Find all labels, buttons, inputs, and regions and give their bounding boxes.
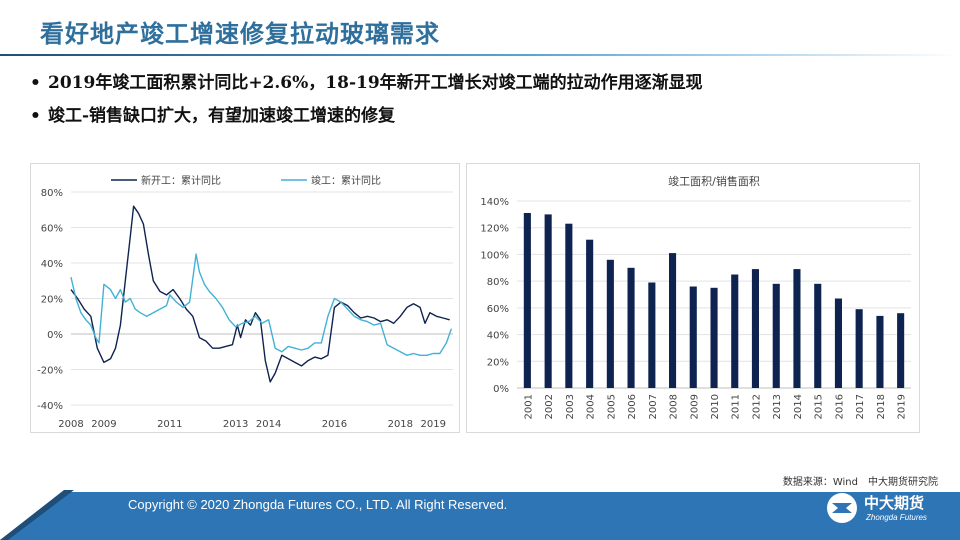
bar [689, 286, 697, 388]
y-tick-label: 80% [487, 277, 509, 288]
series-line [70, 205, 450, 383]
bar [731, 274, 739, 388]
bar-chart-panel: 竣工面积/销售面积 0% 20% 40% 60% 80% 100% 120% 140% 2001 2… [466, 163, 920, 433]
chart-title: 竣工面积/销售面积 [668, 174, 760, 188]
page-title: 看好地产竣工增速修复拉动玻璃需求 [40, 19, 440, 48]
company-logo-icon [827, 493, 857, 523]
logo-mark [832, 503, 852, 513]
x-tick-label: 2013 [223, 419, 248, 430]
bar [855, 309, 863, 388]
footer-banner [0, 492, 960, 540]
x-tick-label: 2004 [586, 394, 597, 419]
bar [834, 298, 842, 388]
x-tick-label: 2014 [256, 419, 281, 430]
x-tick-label: 2016 [322, 419, 347, 430]
y-tick-label: 0% [493, 384, 509, 395]
bar [544, 214, 552, 388]
bar [669, 253, 677, 388]
logo-text-en: Zhongda Futures [866, 513, 927, 522]
y-tick-label: -20% [37, 366, 63, 377]
line-chart-panel: -40% -20% 0% 20% 40% 60% 80% 2008 2009 2011 2013 20… [30, 163, 460, 433]
footer-band [0, 490, 960, 540]
x-tick-label: 2015 [814, 394, 825, 419]
x-tick-label: 2017 [855, 394, 866, 419]
bullet-item: • 竣工-销售缺口扩大，有望加速竣工增速的修复 [30, 103, 703, 136]
bar [565, 223, 573, 388]
bar [523, 213, 531, 388]
x-tick-label: 2009 [689, 394, 700, 419]
x-tick-label: 2014 [793, 394, 804, 419]
y-tick-label: 60% [41, 224, 63, 235]
x-tick-label: 2009 [91, 419, 116, 430]
bar [606, 259, 614, 388]
x-tick-label: 2018 [388, 419, 413, 430]
title-divider [0, 54, 960, 56]
x-tick-label: 2010 [710, 394, 721, 419]
bar [814, 283, 822, 388]
bullet-dot: • [30, 73, 41, 93]
x-tick-label: 2003 [565, 394, 576, 419]
x-tick-label: 2007 [648, 394, 659, 419]
bullet-text: 竣工-销售缺口扩大，有望加速竣工增速的修复 [48, 106, 396, 126]
bar-chart: 竣工面积/销售面积 0% 20% 40% 60% 80% 100% 120% 140% 2001 2… [480, 174, 911, 419]
y-tick-label: 40% [41, 259, 63, 270]
x-tick-label: 2018 [876, 394, 887, 419]
x-tick-label: 2011 [731, 394, 742, 419]
x-tick-label: 2013 [772, 394, 783, 419]
bar [793, 269, 801, 388]
bar [648, 282, 656, 388]
x-tick-label: 2005 [606, 394, 617, 419]
legend-label: 新开工：累计同比 [141, 174, 221, 187]
y-tick-label: 40% [487, 331, 509, 342]
y-tick-label: -40% [37, 401, 63, 412]
bar [710, 287, 718, 388]
y-tick-label: 20% [41, 295, 63, 306]
y-tick-label: 60% [487, 304, 509, 315]
bullet-text: 2019年竣工面积累计同比+2.6%，18-19年新开工增长对竣工端的拉动作用逐… [48, 73, 703, 93]
bar [772, 283, 780, 388]
bullet-item: • 2019年竣工面积累计同比+2.6%，18-19年新开工增长对竣工端的拉动作用… [30, 70, 703, 103]
bar [751, 269, 759, 388]
y-tick-label: 20% [487, 357, 509, 368]
bar [876, 315, 884, 388]
x-tick-label: 2001 [523, 394, 534, 419]
x-tick-label: 2011 [157, 419, 182, 430]
y-tick-label: 0% [47, 330, 63, 341]
line-chart: -40% -20% 0% 20% 40% 60% 80% 2008 2009 2011 2013 20… [37, 174, 453, 430]
logo-text-cn: 中大期货 [864, 494, 925, 512]
bar [586, 239, 594, 388]
y-tick-label: 100% [480, 250, 509, 261]
data-source-note: 数据来源：Wind 中大期货研究院 [782, 477, 938, 488]
y-tick-label: 80% [41, 188, 63, 199]
bar [897, 313, 905, 388]
series-line [70, 253, 453, 356]
x-tick-label: 2008 [58, 419, 83, 430]
bullet-dot: • [30, 106, 41, 126]
x-tick-label: 2002 [544, 394, 555, 419]
footer-copyright: Copyright © 2020 Zhongda Futures CO., LT… [128, 497, 508, 512]
x-tick-label: 2019 [421, 419, 446, 430]
legend-label: 竣工：累计同比 [311, 174, 381, 187]
x-tick-label: 2019 [897, 394, 908, 419]
footer-accent-stripe [0, 490, 74, 540]
x-tick-label: 2016 [834, 394, 845, 419]
x-tick-label: 2006 [627, 394, 638, 419]
bar [627, 267, 635, 388]
y-tick-label: 120% [480, 224, 509, 235]
x-tick-label: 2012 [751, 394, 762, 419]
x-tick-label: 2008 [669, 394, 680, 419]
y-tick-label: 140% [480, 197, 509, 208]
bullet-list: • 2019年竣工面积累计同比+2.6%，18-19年新开工增长对竣工端的拉动作用… [30, 70, 703, 136]
